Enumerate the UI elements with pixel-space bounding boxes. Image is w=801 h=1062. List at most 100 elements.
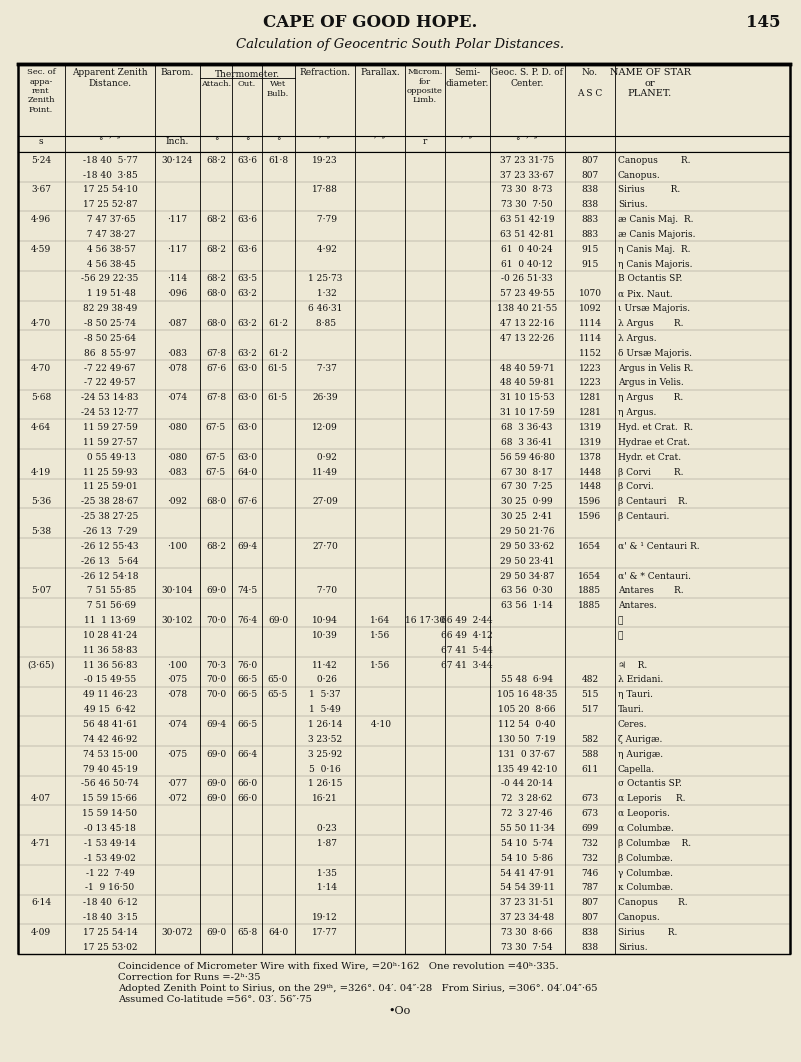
Text: α Pix. Naut.: α Pix. Naut. — [618, 289, 673, 298]
Text: r: r — [423, 137, 427, 145]
Text: 1·56: 1·56 — [370, 661, 390, 670]
Text: 63·5: 63·5 — [237, 274, 257, 284]
Text: α Columbæ.: α Columbæ. — [618, 824, 674, 833]
Text: 11·49: 11·49 — [312, 467, 338, 477]
Text: 48 40 59·81: 48 40 59·81 — [500, 378, 554, 388]
Text: Sirius.: Sirius. — [618, 201, 648, 209]
Text: 19·23: 19·23 — [312, 156, 338, 165]
Text: 63·2: 63·2 — [237, 348, 257, 358]
Text: -24 53 12·77: -24 53 12·77 — [82, 408, 139, 417]
Text: 63·6: 63·6 — [237, 156, 257, 165]
Text: B Octantis SP.: B Octantis SP. — [618, 274, 682, 284]
Text: Correction for Runs =-2ʰ·35: Correction for Runs =-2ʰ·35 — [118, 973, 260, 982]
Text: 63·2: 63·2 — [237, 319, 257, 328]
Text: 69·0: 69·0 — [206, 750, 226, 758]
Text: 76·4: 76·4 — [237, 616, 257, 626]
Text: 63·0: 63·0 — [237, 393, 257, 402]
Text: -18 40  5·77: -18 40 5·77 — [83, 156, 138, 165]
Text: 915: 915 — [582, 244, 598, 254]
Text: -56 46 50·74: -56 46 50·74 — [81, 780, 139, 788]
Text: 4·59: 4·59 — [31, 244, 51, 254]
Text: 7 47 37·65: 7 47 37·65 — [84, 216, 136, 224]
Text: Antares       R.: Antares R. — [618, 586, 683, 596]
Text: 74 42 46·92: 74 42 46·92 — [83, 735, 137, 743]
Text: -1 53 49·14: -1 53 49·14 — [84, 839, 136, 847]
Text: æ Canis Majoris.: æ Canis Majoris. — [618, 230, 695, 239]
Text: 55 50 11·34: 55 50 11·34 — [500, 824, 554, 833]
Text: 54 54 39·11: 54 54 39·11 — [500, 884, 554, 892]
Text: Out.: Out. — [238, 80, 256, 88]
Text: 6·14: 6·14 — [31, 898, 51, 907]
Text: 807: 807 — [582, 898, 598, 907]
Text: 47 13 22·26: 47 13 22·26 — [500, 333, 554, 343]
Text: °  ′  ″: ° ′ ″ — [99, 137, 121, 145]
Text: 12·09: 12·09 — [312, 423, 338, 432]
Text: 7·70: 7·70 — [313, 586, 336, 596]
Text: 63·6: 63·6 — [237, 216, 257, 224]
Text: 482: 482 — [582, 675, 598, 685]
Text: β Columbæ.: β Columbæ. — [618, 854, 673, 862]
Text: Adopted Zenith Point to Sirius, on the 29ᵗʰ, =326°. 04′. 04″·28   From Sirius, =: Adopted Zenith Point to Sirius, on the 2… — [118, 984, 598, 993]
Text: 66·5: 66·5 — [237, 675, 257, 685]
Text: Canopus.: Canopus. — [618, 913, 661, 922]
Text: λ Argus.: λ Argus. — [618, 333, 657, 343]
Text: 838: 838 — [582, 186, 598, 194]
Text: 1·87: 1·87 — [313, 839, 336, 847]
Text: ☉: ☉ — [618, 631, 623, 640]
Text: β Corvi.: β Corvi. — [618, 482, 654, 492]
Text: 70·0: 70·0 — [206, 690, 226, 700]
Text: 73 30  7·50: 73 30 7·50 — [501, 201, 553, 209]
Text: 54 10  5·74: 54 10 5·74 — [501, 839, 553, 847]
Text: β Centauri    R.: β Centauri R. — [618, 497, 687, 507]
Text: 68·0: 68·0 — [206, 497, 226, 507]
Text: Assumed Co-latitude =56°. 03′. 56″·75: Assumed Co-latitude =56°. 03′. 56″·75 — [118, 995, 312, 1004]
Text: η Argus       R.: η Argus R. — [618, 393, 683, 402]
Text: 838: 838 — [582, 201, 598, 209]
Text: 746: 746 — [582, 869, 598, 877]
Text: 515: 515 — [582, 690, 599, 700]
Text: ·075: ·075 — [167, 750, 187, 758]
Text: 1·32: 1·32 — [314, 289, 336, 298]
Text: 1448: 1448 — [578, 482, 602, 492]
Text: 105 20  8·66: 105 20 8·66 — [498, 705, 556, 714]
Text: Parallax.: Parallax. — [360, 68, 400, 78]
Text: 65·8: 65·8 — [237, 928, 257, 937]
Text: 61·5: 61·5 — [268, 393, 288, 402]
Text: ·100: ·100 — [167, 661, 187, 670]
Text: 68·2: 68·2 — [206, 216, 226, 224]
Text: 1596: 1596 — [578, 512, 602, 521]
Text: 66·4: 66·4 — [237, 750, 257, 758]
Text: 63·0: 63·0 — [237, 452, 257, 462]
Text: Canopus        R.: Canopus R. — [618, 156, 690, 165]
Text: 699: 699 — [582, 824, 598, 833]
Text: 79 40 45·19: 79 40 45·19 — [83, 765, 138, 773]
Text: 1 26·15: 1 26·15 — [308, 780, 342, 788]
Text: 11·42: 11·42 — [312, 661, 338, 670]
Text: β Columbæ    R.: β Columbæ R. — [618, 839, 691, 847]
Text: -1 22  7·49: -1 22 7·49 — [86, 869, 135, 877]
Text: 30·072: 30·072 — [161, 928, 193, 937]
Text: 4·19: 4·19 — [31, 467, 51, 477]
Text: 732: 732 — [582, 839, 598, 847]
Text: 69·4: 69·4 — [206, 720, 226, 729]
Text: 68·2: 68·2 — [206, 244, 226, 254]
Text: ·087: ·087 — [167, 319, 187, 328]
Text: 4·71: 4·71 — [31, 839, 51, 847]
Text: 807: 807 — [582, 171, 598, 179]
Text: -26 13   5·64: -26 13 5·64 — [81, 556, 139, 566]
Text: 0 55 49·13: 0 55 49·13 — [84, 452, 136, 462]
Text: 0·92: 0·92 — [313, 452, 336, 462]
Text: 5·38: 5·38 — [31, 527, 51, 536]
Text: σ Octantis SP.: σ Octantis SP. — [618, 780, 682, 788]
Text: 17 25 54·10: 17 25 54·10 — [83, 186, 138, 194]
Text: 5·24: 5·24 — [31, 156, 51, 165]
Text: 31 10 17·59: 31 10 17·59 — [500, 408, 554, 417]
Text: 1  5·37: 1 5·37 — [309, 690, 340, 700]
Text: -1 53 49·02: -1 53 49·02 — [84, 854, 136, 862]
Text: 63 51 42·81: 63 51 42·81 — [500, 230, 554, 239]
Text: 1596: 1596 — [578, 497, 602, 507]
Text: 82 29 38·49: 82 29 38·49 — [83, 304, 137, 313]
Text: η Tauri.: η Tauri. — [618, 690, 653, 700]
Text: 65·5: 65·5 — [268, 690, 288, 700]
Text: 37 23 31·75: 37 23 31·75 — [500, 156, 554, 165]
